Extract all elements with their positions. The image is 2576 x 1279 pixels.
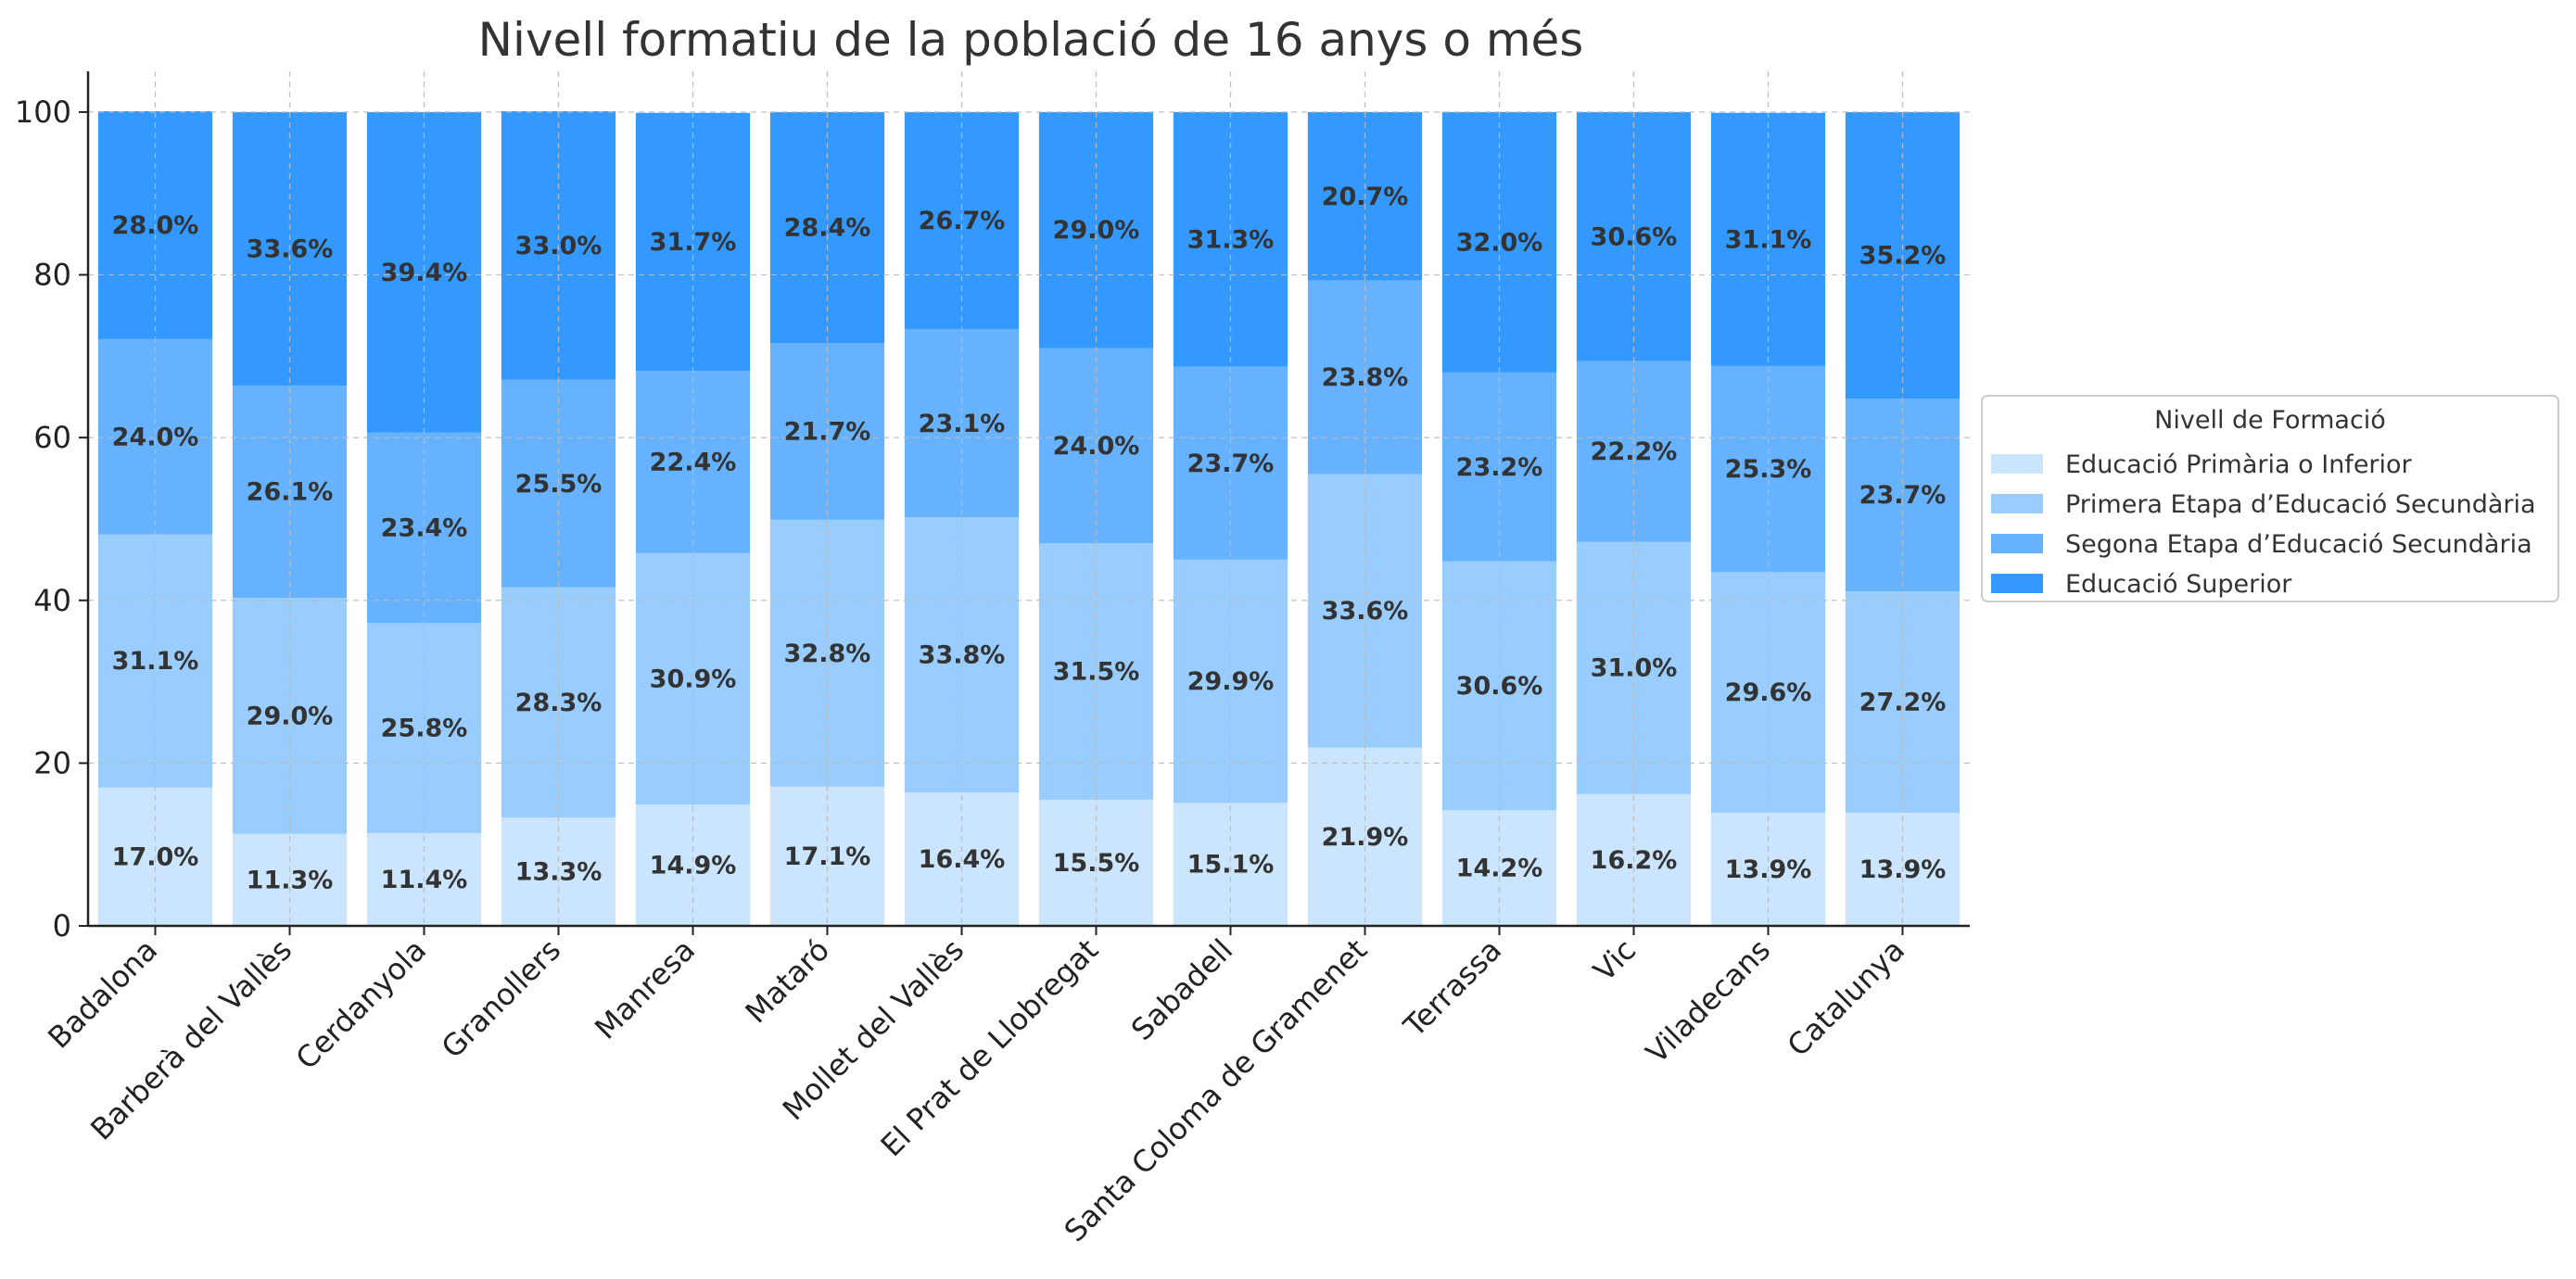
legend-title: Nivell de Formació (2154, 406, 2386, 435)
x-tick-label: Sabadell (1124, 932, 1239, 1047)
x-tick-label: Mataró (739, 932, 837, 1031)
bar-value-label: 26.1% (247, 478, 334, 507)
x-tick-label: Granollers (435, 932, 567, 1065)
bar-value-label: 35.2% (1859, 241, 1947, 270)
bar-value-label: 17.1% (784, 842, 871, 871)
bar-value-label: 21.7% (784, 418, 871, 447)
bar-value-label: 24.0% (1053, 432, 1140, 461)
bar-value-label: 22.2% (1591, 437, 1678, 466)
bar-value-label: 31.1% (112, 647, 199, 676)
bar-value-label: 31.3% (1187, 225, 1275, 254)
y-ticks: 0 20 40 60 80 100 (15, 95, 88, 943)
legend-label: Segona Etapa d’Educació Secundària (2065, 530, 2532, 559)
bar-value-label: 25.5% (515, 470, 603, 499)
bar-value-label: 31.5% (1053, 658, 1140, 687)
bar-value-label: 28.4% (784, 214, 871, 243)
y-tick-label: 100 (15, 95, 71, 130)
x-tick-label: Terrassa (1396, 932, 1508, 1045)
bar-value-labels: 17.0% 31.1% 24.0% 28.0% 11.3% 29.0% 26.1% 33.6%… (112, 183, 1947, 895)
legend-box (1981, 395, 2559, 602)
bar-value-label: 31.0% (1591, 654, 1678, 683)
bar-value-label: 22.4% (650, 448, 737, 476)
x-tick-label: Viladecans (1639, 932, 1777, 1070)
bar-segment (635, 804, 751, 926)
axes (86, 71, 1970, 928)
bar-value-label: 28.3% (515, 689, 603, 717)
legend-label: Primera Etapa d’Educació Secundària (2065, 490, 2536, 519)
legend-label: Educació Superior (2065, 570, 2292, 599)
bar-value-label: 30.6% (1456, 672, 1543, 701)
bar-segment (1307, 474, 1423, 748)
legend-swatch (1991, 574, 2043, 593)
legend-swatch (1991, 494, 2043, 513)
bar-value-label: 33.0% (515, 232, 603, 260)
bar-value-label: 30.9% (650, 665, 737, 693)
bar-value-label: 20.7% (1322, 183, 1409, 211)
bar-value-label: 23.2% (1456, 453, 1543, 482)
bar-value-label: 31.1% (1725, 225, 1812, 254)
bar-value-label: 11.3% (247, 866, 334, 894)
bar-value-label: 25.8% (381, 715, 468, 743)
bar-value-label: 14.9% (650, 852, 737, 880)
bar-value-label: 39.4% (381, 259, 468, 287)
chart-title: Nivell formatiu de la població de 16 any… (478, 13, 1584, 67)
y-tick-label: 80 (33, 258, 71, 293)
y-tick-label: 60 (33, 420, 71, 455)
bar-value-label: 21.9% (1322, 823, 1409, 852)
x-tick-label: El Prat de Llobregat (874, 932, 1106, 1164)
legend: Nivell de Formació Educació Primària o I… (1981, 395, 2559, 602)
bar-value-label: 29.6% (1725, 678, 1812, 707)
bar-value-label: 25.3% (1725, 455, 1812, 484)
bars (97, 111, 1961, 926)
bar-value-label: 33.6% (247, 234, 334, 263)
bar-value-label: 33.8% (919, 641, 1006, 670)
bar-value-label: 13.9% (1725, 855, 1812, 884)
bar-value-label: 15.1% (1187, 851, 1275, 880)
x-tick-label: Catalunya (1781, 932, 1911, 1063)
bar-value-label: 23.1% (919, 410, 1006, 438)
bar-value-label: 23.8% (1322, 363, 1409, 392)
y-tick-label: 40 (33, 583, 71, 618)
bar-value-label: 31.7% (650, 228, 737, 257)
bar-value-label: 27.2% (1859, 689, 1947, 717)
bar-value-label: 30.6% (1591, 222, 1678, 251)
bar-value-label: 29.9% (1187, 667, 1275, 696)
y-tick-label: 20 (33, 745, 71, 780)
x-tick-label: Badalona (41, 932, 164, 1056)
bar-value-label: 29.0% (247, 702, 334, 730)
y-tick-label: 0 (53, 908, 71, 943)
bar-segment (1441, 372, 1557, 562)
bar-value-label: 29.0% (1053, 216, 1140, 245)
x-tick-label: Cerdanyola (289, 932, 433, 1076)
bar-segment (1173, 803, 1288, 926)
bar-value-label: 23.7% (1859, 481, 1947, 510)
bar-value-label: 32.0% (1456, 228, 1543, 257)
bar-value-label: 13.3% (515, 858, 603, 887)
bar-value-label: 24.0% (112, 423, 199, 451)
legend-label: Educació Primària o Inferior (2065, 450, 2413, 479)
legend-swatch (1991, 454, 2043, 474)
x-tick-label: Vic (1587, 932, 1643, 989)
bar-value-label: 15.5% (1053, 849, 1140, 878)
bar-value-label: 23.7% (1187, 450, 1275, 478)
bar-value-label: 16.2% (1591, 846, 1678, 875)
bar-value-label: 33.6% (1322, 597, 1409, 626)
bar-value-label: 16.4% (919, 845, 1006, 874)
bar-value-label: 28.0% (112, 211, 199, 240)
bar-value-label: 17.0% (112, 842, 199, 871)
x-tick-label: Manresa (588, 932, 702, 1046)
bar-value-label: 26.7% (919, 207, 1006, 235)
bar-value-label: 32.8% (784, 640, 871, 668)
bar-value-label: 23.4% (381, 514, 468, 543)
bar-value-label: 11.4% (381, 866, 468, 894)
bar-value-label: 14.2% (1456, 855, 1543, 883)
legend-swatch (1991, 534, 2043, 553)
legend-items: Educació Primària o Inferior Primera Etap… (1991, 450, 2536, 599)
bar-value-label: 13.9% (1859, 855, 1947, 884)
